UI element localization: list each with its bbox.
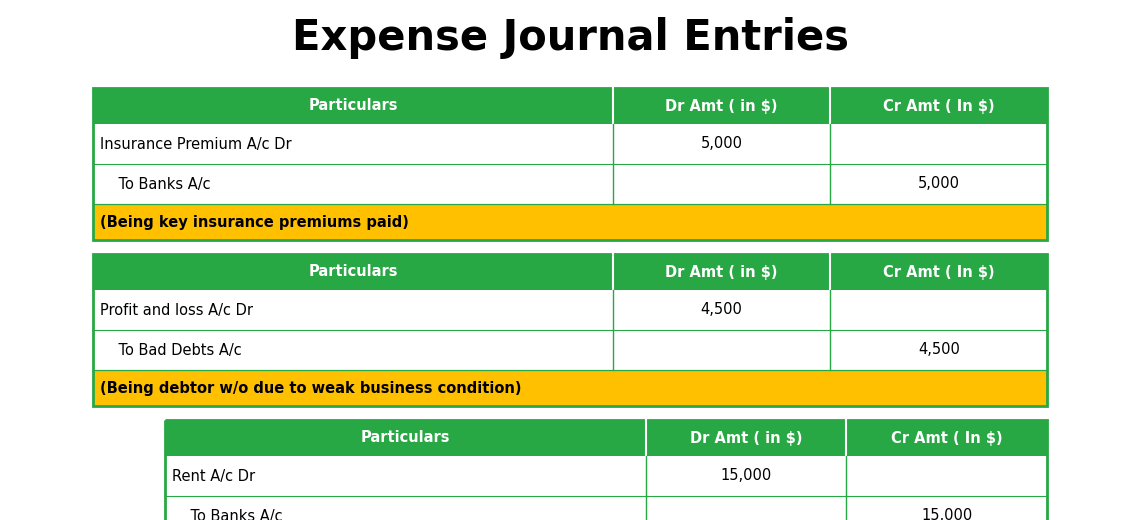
Bar — [165, 496, 1047, 520]
Text: Particulars: Particulars — [309, 265, 398, 280]
Bar — [93, 124, 1047, 164]
Bar — [165, 456, 1047, 496]
Bar — [93, 204, 1047, 240]
Bar — [165, 420, 1047, 520]
Text: Cr Amt ( In $): Cr Amt ( In $) — [884, 98, 994, 113]
Text: 15,000: 15,000 — [921, 509, 972, 520]
Text: Cr Amt ( In $): Cr Amt ( In $) — [884, 265, 994, 280]
Text: Insurance Premium A/c Dr: Insurance Premium A/c Dr — [100, 136, 292, 151]
Text: Dr Amt ( in $): Dr Amt ( in $) — [666, 98, 777, 113]
Text: Particulars: Particulars — [309, 98, 398, 113]
Bar — [93, 254, 1047, 290]
Text: To Banks A/c: To Banks A/c — [100, 176, 211, 191]
Text: To Bad Debts A/c: To Bad Debts A/c — [100, 343, 242, 358]
Bar — [93, 88, 1047, 124]
Text: To Banks A/c: To Banks A/c — [172, 509, 283, 520]
Text: Dr Amt ( in $): Dr Amt ( in $) — [666, 265, 777, 280]
Text: Cr Amt ( In $): Cr Amt ( In $) — [891, 431, 1003, 446]
Text: Profit and loss A/c Dr: Profit and loss A/c Dr — [100, 303, 253, 318]
Text: (Being key insurance premiums paid): (Being key insurance premiums paid) — [100, 214, 409, 229]
Text: 4,500: 4,500 — [701, 303, 742, 318]
Text: Rent A/c Dr: Rent A/c Dr — [172, 469, 255, 484]
Text: (Being debtor w/o due to weak business condition): (Being debtor w/o due to weak business c… — [100, 381, 522, 396]
Bar — [93, 330, 1047, 370]
Text: 5,000: 5,000 — [918, 176, 960, 191]
Text: Particulars: Particulars — [360, 431, 450, 446]
Text: 4,500: 4,500 — [918, 343, 960, 358]
Bar — [93, 88, 1047, 240]
Text: 5,000: 5,000 — [701, 136, 742, 151]
Bar — [93, 370, 1047, 406]
Bar — [165, 420, 1047, 456]
Bar — [93, 164, 1047, 204]
Text: Expense Journal Entries: Expense Journal Entries — [292, 17, 848, 59]
Text: Dr Amt ( in $): Dr Amt ( in $) — [690, 431, 803, 446]
Bar — [93, 254, 1047, 406]
Bar — [93, 290, 1047, 330]
Text: 15,000: 15,000 — [720, 469, 772, 484]
